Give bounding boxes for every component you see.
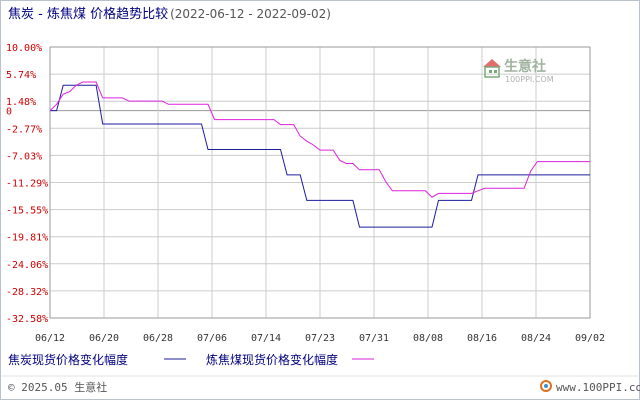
y-tick-label: -32.58% — [6, 314, 48, 325]
x-tick-label: 08/16 — [467, 333, 497, 344]
legend-label-series-2: 炼焦煤现货价格变化幅度 — [206, 352, 338, 367]
y-tick-label: -24.06% — [6, 260, 48, 271]
x-tick-label: 09/02 — [575, 333, 605, 344]
house-logo-icon — [483, 59, 501, 78]
chart-title-main: 焦炭 - 炼焦煤 价格趋势比较 — [8, 6, 168, 22]
legend: 焦炭现货价格变化幅度 炼焦煤现货价格变化幅度 — [8, 352, 374, 367]
y-tick-label: 5.74% — [6, 70, 36, 81]
footer-copyright: © 2025.05 生意社 — [8, 380, 107, 394]
x-tick-label: 06/12 — [35, 333, 65, 344]
y-tick-label: 0 — [6, 107, 12, 118]
plot-area-border — [49, 46, 591, 319]
y-tick-label: 10.00% — [6, 43, 42, 54]
watermark-url: 100PPI.COM — [505, 75, 554, 84]
x-tick-label: 08/24 — [521, 333, 551, 344]
y-tick-label: -28.32% — [6, 287, 48, 298]
x-tick-label: 06/20 — [89, 333, 119, 344]
series-line-2 — [49, 81, 590, 198]
lifebuoy-icon — [540, 380, 552, 392]
y-tick-label: 1.48% — [6, 97, 36, 108]
footer-site-link[interactable]: www.100PPI.com — [556, 381, 640, 394]
series-lines — [49, 81, 590, 228]
grid-lines — [49, 46, 591, 319]
legend-label-series-1: 焦炭现货价格变化幅度 — [8, 352, 128, 367]
x-tick-label: 06/28 — [143, 333, 173, 344]
x-axis-ticks: 06/12 06/20 06/28 07/06 07/14 07/23 07/31 08/08… — [35, 333, 605, 344]
x-tick-label: 07/06 — [197, 333, 227, 344]
x-tick-label: 07/23 — [305, 333, 335, 344]
y-tick-label: -7.03% — [6, 151, 42, 162]
x-tick-label: 07/14 — [251, 333, 281, 344]
y-tick-label: -2.77% — [6, 124, 42, 135]
y-tick-label: -11.29% — [6, 179, 48, 190]
chart-date-range: (2022-06-12 - 2022-09-02) — [170, 7, 331, 21]
y-tick-label: -19.81% — [6, 233, 48, 244]
watermark-brand: 生意社 — [504, 58, 546, 75]
x-tick-label: 08/08 — [413, 333, 443, 344]
y-axis-ticks: 10.00% 5.74% 1.48%0 -2.77% -7.03% -11.29% -15.… — [6, 43, 48, 325]
watermark: 生意社 100PPI.COM — [483, 58, 554, 84]
series-line-1 — [50, 84, 590, 228]
x-tick-label: 07/31 — [359, 333, 389, 344]
chart-title: 焦炭 - 炼焦煤 价格趋势比较 (2022-06-12 - 2022-09-02) — [8, 6, 331, 22]
y-tick-label: -15.55% — [6, 206, 48, 217]
